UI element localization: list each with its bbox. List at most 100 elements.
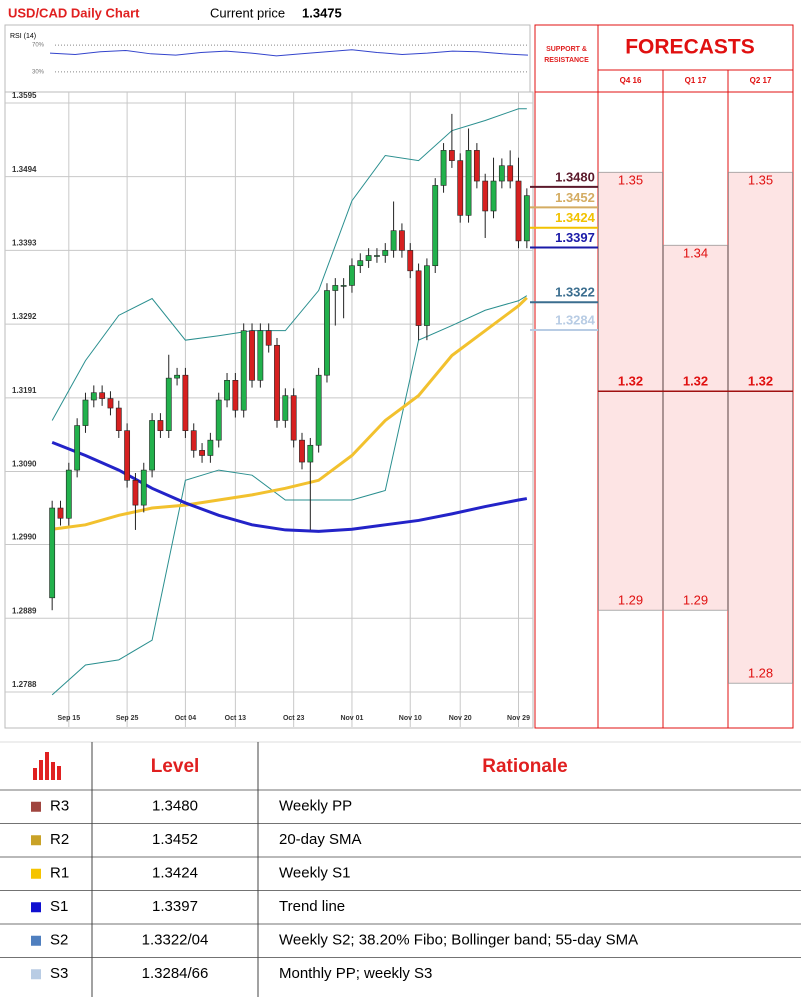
swatch (31, 835, 41, 846)
candle-body (90, 392, 97, 401)
table-icon (33, 752, 61, 780)
candle-body (132, 479, 139, 506)
candle-body (482, 180, 489, 212)
forecast-mid: 1.32 (618, 374, 643, 389)
candle-body (365, 255, 372, 261)
plot-frame (4, 91, 534, 729)
row-level: 1.3322/04 (142, 932, 209, 949)
candle-body (299, 439, 305, 463)
candle-body (140, 469, 147, 506)
overlay-line (51, 296, 528, 531)
forecast-high: 1.34 (683, 246, 708, 261)
candle-body (257, 330, 264, 381)
candle-body (390, 230, 397, 251)
row-code: S2 (50, 932, 68, 949)
swatch (31, 801, 41, 812)
swatch (31, 935, 41, 946)
column-header: Q4 16 (620, 76, 642, 85)
x-tick-label: Sep 25 (116, 715, 139, 722)
row-level: 1.3397 (152, 898, 198, 915)
row-rationale: Monthly PP; weekly S3 (279, 965, 432, 982)
candle-body (182, 374, 189, 431)
y-tick-label: 1.3191 (12, 386, 37, 395)
x-tick-label: Nov 01 (340, 715, 363, 722)
price-label: Current price (210, 5, 285, 20)
forecast-high: 1.35 (618, 173, 643, 188)
candle-body (315, 374, 322, 446)
sr-header-box: SUPPORT & RESISTANCE (544, 46, 589, 64)
candle-body (424, 265, 430, 326)
chart-title: USD/CAD Daily Chart (8, 5, 140, 20)
y-tick-label: 1.2990 (12, 533, 37, 542)
candle-body (307, 444, 314, 463)
candle-body (157, 420, 164, 431)
candle-body (324, 290, 330, 376)
candle-body (274, 344, 280, 421)
rsi-tick-label: 30% (32, 69, 45, 75)
x-tick-label: Sep 15 (58, 715, 81, 722)
y-tick-label: 1.3292 (12, 312, 37, 321)
candle-body (249, 330, 255, 381)
swatch (31, 969, 41, 980)
x-tick-label: Oct 04 (175, 715, 197, 722)
candle-body (523, 195, 530, 242)
row-code: S1 (50, 898, 68, 915)
column-header: Rationale (482, 756, 568, 777)
y-tick-label: 1.3494 (12, 165, 37, 174)
row-rationale: 20-day SMA (279, 831, 362, 848)
candle-body (107, 398, 114, 409)
candle-body (382, 250, 389, 256)
row-code: S3 (50, 965, 68, 982)
candle-body (415, 270, 422, 326)
candle-body (507, 165, 514, 182)
forecast-range (728, 171, 793, 684)
candle-body (448, 150, 455, 161)
candle-body (65, 469, 72, 519)
forecast-low: 1.29 (683, 593, 708, 608)
level-label: 1.3322 (555, 285, 595, 300)
row-rationale: Weekly S2; 38.20% Fibo; Bollinger band; … (279, 932, 638, 949)
candle-body (224, 380, 230, 401)
rsi-label: RSI (14) (10, 33, 36, 40)
y-tick-label: 1.2889 (12, 606, 37, 615)
candle-body (115, 407, 122, 431)
candle-body (357, 260, 364, 267)
candle-body (49, 507, 56, 599)
swatch (31, 902, 41, 913)
level-label: 1.3480 (555, 169, 595, 184)
current-price: 1.3475 (302, 5, 342, 20)
candle-body (265, 330, 272, 346)
row-rationale: Trend line (279, 898, 345, 915)
candle-body (349, 265, 355, 286)
candle-body (515, 180, 522, 242)
candle-body (207, 439, 214, 456)
level-label: 1.3284 (555, 312, 596, 327)
candle-body (82, 399, 89, 426)
candle-body (473, 150, 480, 182)
y-tick-label: 1.3595 (12, 91, 37, 100)
candle-body (215, 399, 222, 441)
row-level: 1.3480 (152, 798, 198, 815)
candle-body (490, 180, 497, 212)
candle-body (440, 150, 447, 186)
candle-body (374, 255, 380, 257)
rsi-tick-label: 70% (32, 43, 45, 49)
candle-body (290, 395, 297, 441)
level-label: 1.3452 (555, 190, 595, 205)
candle-body (199, 450, 205, 456)
row-rationale: Weekly PP (279, 798, 352, 815)
candle-body (332, 285, 339, 291)
forecast-high: 1.35 (748, 173, 773, 188)
candle-body (232, 380, 239, 411)
forecast-title: FORECASTS (625, 36, 755, 59)
candle-body (165, 377, 172, 431)
candle-body (432, 185, 439, 267)
forecast-mid: 1.32 (683, 374, 708, 389)
forecast-mid: 1.32 (748, 374, 773, 389)
rsi-frame (4, 24, 531, 93)
row-level: 1.3424 (152, 865, 198, 882)
x-tick-label: Oct 13 (225, 715, 247, 722)
level-label: 1.3424 (555, 210, 596, 225)
y-tick-label: 1.3393 (12, 238, 37, 247)
